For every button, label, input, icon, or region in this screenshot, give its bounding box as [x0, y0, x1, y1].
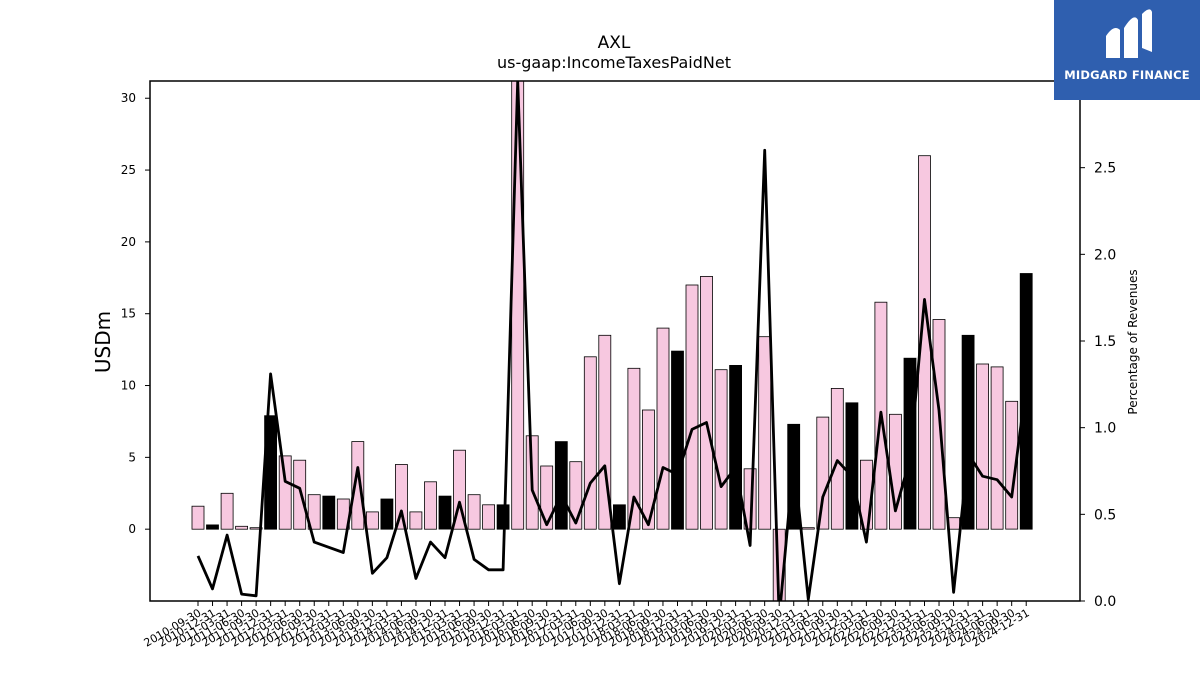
bar — [220, 492, 234, 530]
bar — [758, 336, 772, 530]
y-tick-label: 20 — [121, 235, 136, 249]
bar — [642, 409, 655, 530]
y2-tick-label: 1.5 — [1094, 334, 1116, 350]
bar — [845, 402, 859, 530]
bar — [816, 416, 830, 530]
bar — [801, 527, 815, 530]
chart-subtitle: us-gaap:IncomeTaxesPaidNet — [497, 53, 731, 72]
y2-tick-label: 2.0 — [1094, 247, 1116, 263]
bar — [351, 441, 365, 530]
logo-mark-icon — [1106, 9, 1152, 58]
bar — [1019, 273, 1033, 530]
bar — [206, 524, 219, 530]
bar — [1005, 400, 1019, 530]
bar — [438, 495, 452, 530]
y-tick-label: 25 — [121, 163, 136, 177]
bar — [714, 369, 728, 530]
bar — [235, 525, 249, 530]
bar — [976, 363, 989, 530]
y-tick-label: 5 — [128, 450, 136, 464]
bar — [424, 481, 437, 530]
bar — [613, 504, 626, 530]
bar — [830, 387, 844, 530]
line-series — [196, 81, 1028, 601]
y2-tick-label: 1.0 — [1094, 421, 1116, 437]
y2-tick-label: 0.5 — [1094, 507, 1116, 523]
ratio-line — [196, 81, 1028, 601]
bar — [511, 80, 525, 530]
bar — [249, 527, 263, 530]
y-tick-label: 10 — [121, 379, 136, 393]
bar — [482, 504, 496, 530]
y2-axis-label: Percentage of Revenues — [1126, 269, 1140, 414]
bar — [685, 284, 699, 530]
bar — [365, 511, 379, 530]
bar — [191, 505, 205, 530]
x-axis: 2010-09-302010-12-312011-03-312011-06-30… — [142, 601, 1032, 650]
bar — [293, 459, 307, 530]
bar — [380, 498, 394, 530]
bar — [700, 275, 713, 530]
y2-tick-label: 2.5 — [1094, 161, 1116, 177]
bar — [409, 511, 423, 530]
brand-logo: MIDGARD FINANCE — [1054, 0, 1200, 100]
bar — [278, 455, 292, 530]
bar — [990, 366, 1004, 530]
bar — [671, 350, 684, 530]
y-tick-label: 0 — [128, 522, 136, 536]
bar — [729, 364, 742, 530]
y-axis-label: USDm — [91, 311, 115, 373]
bar — [627, 367, 641, 530]
bar — [540, 465, 554, 530]
y-axis-right: 0.00.51.01.52.02.53.0 — [1080, 74, 1116, 610]
bar — [554, 441, 568, 530]
bar — [307, 494, 321, 530]
y-tick-label: 15 — [121, 307, 136, 321]
logo-text: MIDGARD FINANCE — [1064, 68, 1190, 82]
bar — [322, 495, 336, 530]
bar — [394, 464, 408, 530]
y-tick-label: 30 — [121, 91, 136, 105]
chart-title: AXL — [598, 33, 631, 53]
y-axis-left: 0 5 10 15 20 25 30 — [121, 91, 150, 536]
bar — [656, 327, 670, 530]
bar — [467, 494, 481, 530]
bar — [583, 356, 597, 530]
y2-tick-label: 0.0 — [1094, 594, 1116, 610]
